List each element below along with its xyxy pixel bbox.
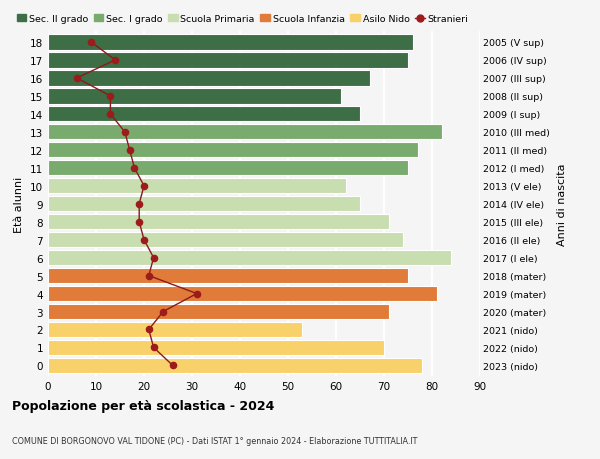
Bar	[48, 53, 408, 68]
Point	[106, 93, 115, 101]
Bar	[48, 233, 403, 248]
Bar	[48, 179, 346, 194]
Point	[192, 290, 202, 297]
Point	[144, 272, 154, 280]
Point	[120, 129, 130, 136]
Bar	[48, 125, 442, 140]
Text: COMUNE DI BORGONOVO VAL TIDONE (PC) - Dati ISTAT 1° gennaio 2024 - Elaborazione : COMUNE DI BORGONOVO VAL TIDONE (PC) - Da…	[12, 436, 418, 445]
Point	[158, 308, 168, 315]
Bar	[48, 304, 389, 319]
Y-axis label: Età alunni: Età alunni	[14, 176, 25, 232]
Point	[72, 75, 82, 83]
Bar	[48, 89, 341, 104]
Bar	[48, 322, 302, 337]
Bar	[48, 143, 418, 158]
Bar	[48, 161, 408, 176]
Bar	[48, 251, 451, 266]
Bar	[48, 196, 360, 212]
Point	[149, 254, 158, 262]
Y-axis label: Anni di nascita: Anni di nascita	[557, 163, 566, 246]
Bar	[48, 71, 370, 86]
Point	[134, 201, 144, 208]
Text: Popolazione per età scolastica - 2024: Popolazione per età scolastica - 2024	[12, 399, 274, 412]
Bar	[48, 340, 384, 355]
Bar	[48, 214, 389, 230]
Point	[139, 236, 149, 244]
Point	[134, 218, 144, 226]
Bar	[48, 35, 413, 50]
Point	[110, 57, 120, 65]
Bar	[48, 358, 422, 373]
Point	[149, 344, 158, 352]
Bar	[48, 107, 360, 122]
Point	[168, 362, 178, 369]
Point	[86, 39, 96, 46]
Point	[144, 326, 154, 333]
Point	[106, 111, 115, 118]
Point	[125, 147, 134, 154]
Point	[139, 183, 149, 190]
Legend: Sec. II grado, Sec. I grado, Scuola Primaria, Scuola Infanzia, Asilo Nido, Stran: Sec. II grado, Sec. I grado, Scuola Prim…	[17, 15, 468, 24]
Bar	[48, 286, 437, 302]
Bar	[48, 269, 408, 284]
Point	[130, 165, 139, 172]
